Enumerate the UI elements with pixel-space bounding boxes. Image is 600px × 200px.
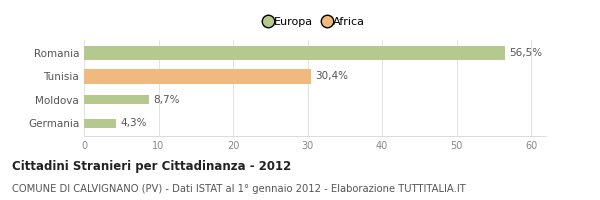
- Text: 4,3%: 4,3%: [121, 118, 147, 128]
- Text: COMUNE DI CALVIGNANO (PV) - Dati ISTAT al 1° gennaio 2012 - Elaborazione TUTTITA: COMUNE DI CALVIGNANO (PV) - Dati ISTAT a…: [12, 184, 466, 194]
- Bar: [84, 69, 311, 84]
- Text: 30,4%: 30,4%: [315, 71, 348, 81]
- Bar: [84, 95, 149, 104]
- Bar: [84, 119, 116, 128]
- Text: Cittadini Stranieri per Cittadinanza - 2012: Cittadini Stranieri per Cittadinanza - 2…: [12, 160, 291, 173]
- Text: 8,7%: 8,7%: [154, 95, 180, 105]
- Legend: Europa, Africa: Europa, Africa: [260, 12, 370, 32]
- Bar: [84, 46, 505, 60]
- Text: 56,5%: 56,5%: [509, 48, 542, 58]
